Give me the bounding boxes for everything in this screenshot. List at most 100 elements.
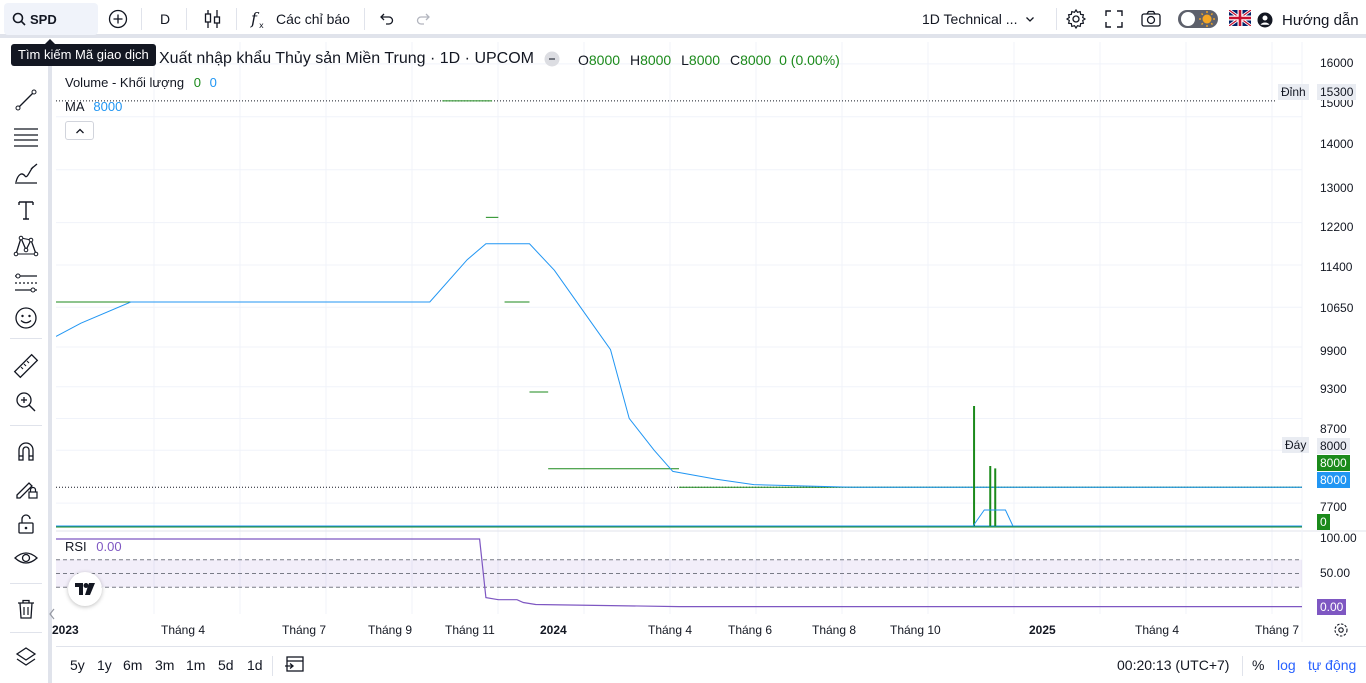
compare-add-icon[interactable] (108, 9, 128, 29)
bottom-toolbar: 5y 1y 6m 3m 1m 5d 1d 00:20:13 (UTC+7) % … (56, 646, 1366, 683)
time-tick: Tháng 10 (890, 623, 941, 637)
time-tick: Tháng 4 (648, 623, 693, 637)
brush-icon[interactable] (12, 160, 40, 188)
range-5d[interactable]: 5d (218, 657, 234, 673)
price-tick: 7700 (1320, 500, 1347, 514)
pattern-icon[interactable] (12, 232, 40, 260)
toolbar-divider (10, 425, 42, 426)
svg-text:f: f (250, 9, 260, 28)
uk-flag-icon[interactable] (1229, 10, 1251, 26)
ma-value: 8000 (93, 99, 123, 114)
toolbar-divider (186, 8, 187, 30)
range-6m[interactable]: 6m (123, 657, 143, 673)
range-5y[interactable]: 5y (70, 657, 85, 673)
toolbar-divider (1056, 8, 1057, 30)
indicators-label: Các chỉ báo (276, 11, 350, 27)
camera-icon[interactable] (1140, 9, 1162, 29)
range-1d[interactable]: 1d (247, 657, 263, 673)
time-tick: Tháng 7 (1255, 623, 1300, 637)
undo-icon[interactable] (377, 9, 395, 27)
range-1m[interactable]: 1m (186, 657, 206, 673)
interval-button[interactable]: D (160, 11, 171, 27)
close-label: C (729, 52, 741, 68)
rsi-tick: 50.00 (1320, 566, 1351, 580)
svg-text:x: x (259, 21, 264, 29)
guide-button[interactable]: Hướng dẫn (1257, 5, 1359, 35)
volume-legend[interactable]: Volume - Khối lượng 0 0 (65, 75, 217, 90)
theme-toggle[interactable] (1177, 9, 1219, 29)
text-tool-icon[interactable] (12, 196, 40, 224)
time-tick: 2025 (1029, 623, 1056, 637)
zoom-in-icon[interactable] (12, 388, 40, 416)
search-tooltip: Tìm kiếm Mã giao dịch (11, 39, 156, 66)
ma-line (56, 243, 1302, 488)
candles-icon[interactable] (202, 8, 224, 30)
fullscreen-icon[interactable] (1104, 9, 1124, 29)
price-tick: 8700 (1320, 422, 1347, 436)
rsi-label: RSI (65, 539, 87, 554)
calendar-range-icon[interactable] (284, 654, 306, 674)
ma-legend[interactable]: MA 8000 (65, 99, 122, 114)
volume-bar (994, 468, 997, 526)
toolbar-divider (1242, 656, 1243, 676)
time-tick: Tháng 4 (161, 623, 206, 637)
price-tick: 10650 (1320, 301, 1354, 315)
symbol-search-button[interactable]: SPD (4, 3, 98, 35)
eye-icon[interactable] (12, 544, 40, 572)
percent-toggle[interactable]: % (1252, 657, 1265, 673)
fib-retracement-icon[interactable] (12, 123, 40, 151)
clock-label[interactable]: 00:20:13 (UTC+7) (1117, 657, 1230, 673)
log-toggle[interactable]: log (1277, 657, 1296, 673)
ma-price-tag: 8000 (1317, 472, 1350, 488)
rsi-legend[interactable]: RSI 0.00 (65, 539, 122, 554)
ma-label: MA (65, 99, 84, 114)
range-3m[interactable]: 3m (155, 657, 175, 673)
last-price-tag: 8000 (1317, 455, 1350, 471)
price-tick: 16000 (1320, 56, 1354, 70)
chart-title: Xuất nhập khẩu Thủy sản Miền Trung · 1D … (159, 50, 534, 67)
emoji-icon[interactable] (12, 304, 40, 332)
range-1y[interactable]: 1y (97, 657, 112, 673)
toolbar-divider (141, 8, 142, 30)
lock-icon[interactable] (12, 510, 40, 538)
ohlc-values: O8000 H8000 L8000 C8000 0 (0.00%) (578, 52, 840, 68)
chart-canvas[interactable] (56, 42, 1366, 642)
layers-icon[interactable] (12, 643, 40, 671)
time-tick: 2024 (540, 623, 567, 637)
tv-logo[interactable] (68, 572, 102, 606)
magnet-icon[interactable] (12, 438, 40, 466)
chevron-up-icon[interactable] (65, 121, 94, 140)
toolbar-divider (10, 632, 42, 633)
drawing-toolbar (0, 42, 52, 683)
toolbar-divider (10, 338, 42, 339)
auto-toggle[interactable]: tự động (1308, 657, 1357, 673)
low-label: L (681, 52, 689, 68)
collapse-panel-icon[interactable] (48, 607, 56, 621)
redo-icon[interactable] (415, 9, 433, 27)
high-label: H (629, 52, 641, 68)
trend-line-icon[interactable] (12, 86, 40, 114)
volume-tag: 0 (1317, 514, 1330, 530)
open-label: O (578, 52, 589, 68)
time-tick: Tháng 6 (728, 623, 773, 637)
ruler-icon[interactable] (12, 352, 40, 380)
time-tick: 2023 (52, 623, 79, 637)
rsi-line (56, 538, 1302, 608)
lock-drawing-icon[interactable] (12, 474, 40, 502)
prediction-icon[interactable] (12, 269, 40, 297)
axis-settings-icon[interactable] (1333, 622, 1349, 638)
volume-ma-bump (972, 509, 1014, 527)
gear-icon[interactable] (1065, 8, 1087, 30)
price-tick: 12200 (1320, 220, 1354, 234)
user-icon (1257, 12, 1273, 28)
layout-menu-button[interactable]: 1D Technical ... (922, 4, 1035, 34)
guide-label: Hướng dẫn (1282, 11, 1359, 29)
toolbar-divider (10, 583, 42, 584)
volume-value: 0 (193, 75, 201, 90)
chart-pane[interactable]: Xuất nhập khẩu Thủy sản Miền Trung · 1D … (49, 42, 1366, 642)
time-tick: Tháng 11 (445, 623, 495, 637)
collapse-legend-icon[interactable] (544, 51, 560, 67)
trash-icon[interactable] (12, 595, 40, 623)
